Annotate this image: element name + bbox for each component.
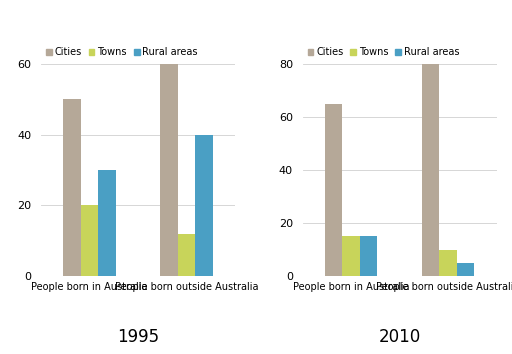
Bar — [160, 64, 178, 276]
Legend: Cities, Towns, Rural areas: Cities, Towns, Rural areas — [308, 47, 460, 57]
Bar — [195, 135, 212, 276]
Bar — [63, 99, 81, 276]
Legend: Cities, Towns, Rural areas: Cities, Towns, Rural areas — [46, 47, 198, 57]
Text: 2010: 2010 — [378, 327, 421, 346]
Bar — [98, 170, 116, 276]
Bar — [343, 236, 360, 276]
Bar — [178, 234, 195, 276]
Bar — [457, 263, 474, 276]
Bar — [422, 64, 439, 276]
Text: 1995: 1995 — [117, 327, 159, 346]
Bar — [439, 250, 457, 276]
Bar — [325, 104, 343, 276]
Bar — [81, 205, 98, 276]
Bar — [360, 236, 377, 276]
